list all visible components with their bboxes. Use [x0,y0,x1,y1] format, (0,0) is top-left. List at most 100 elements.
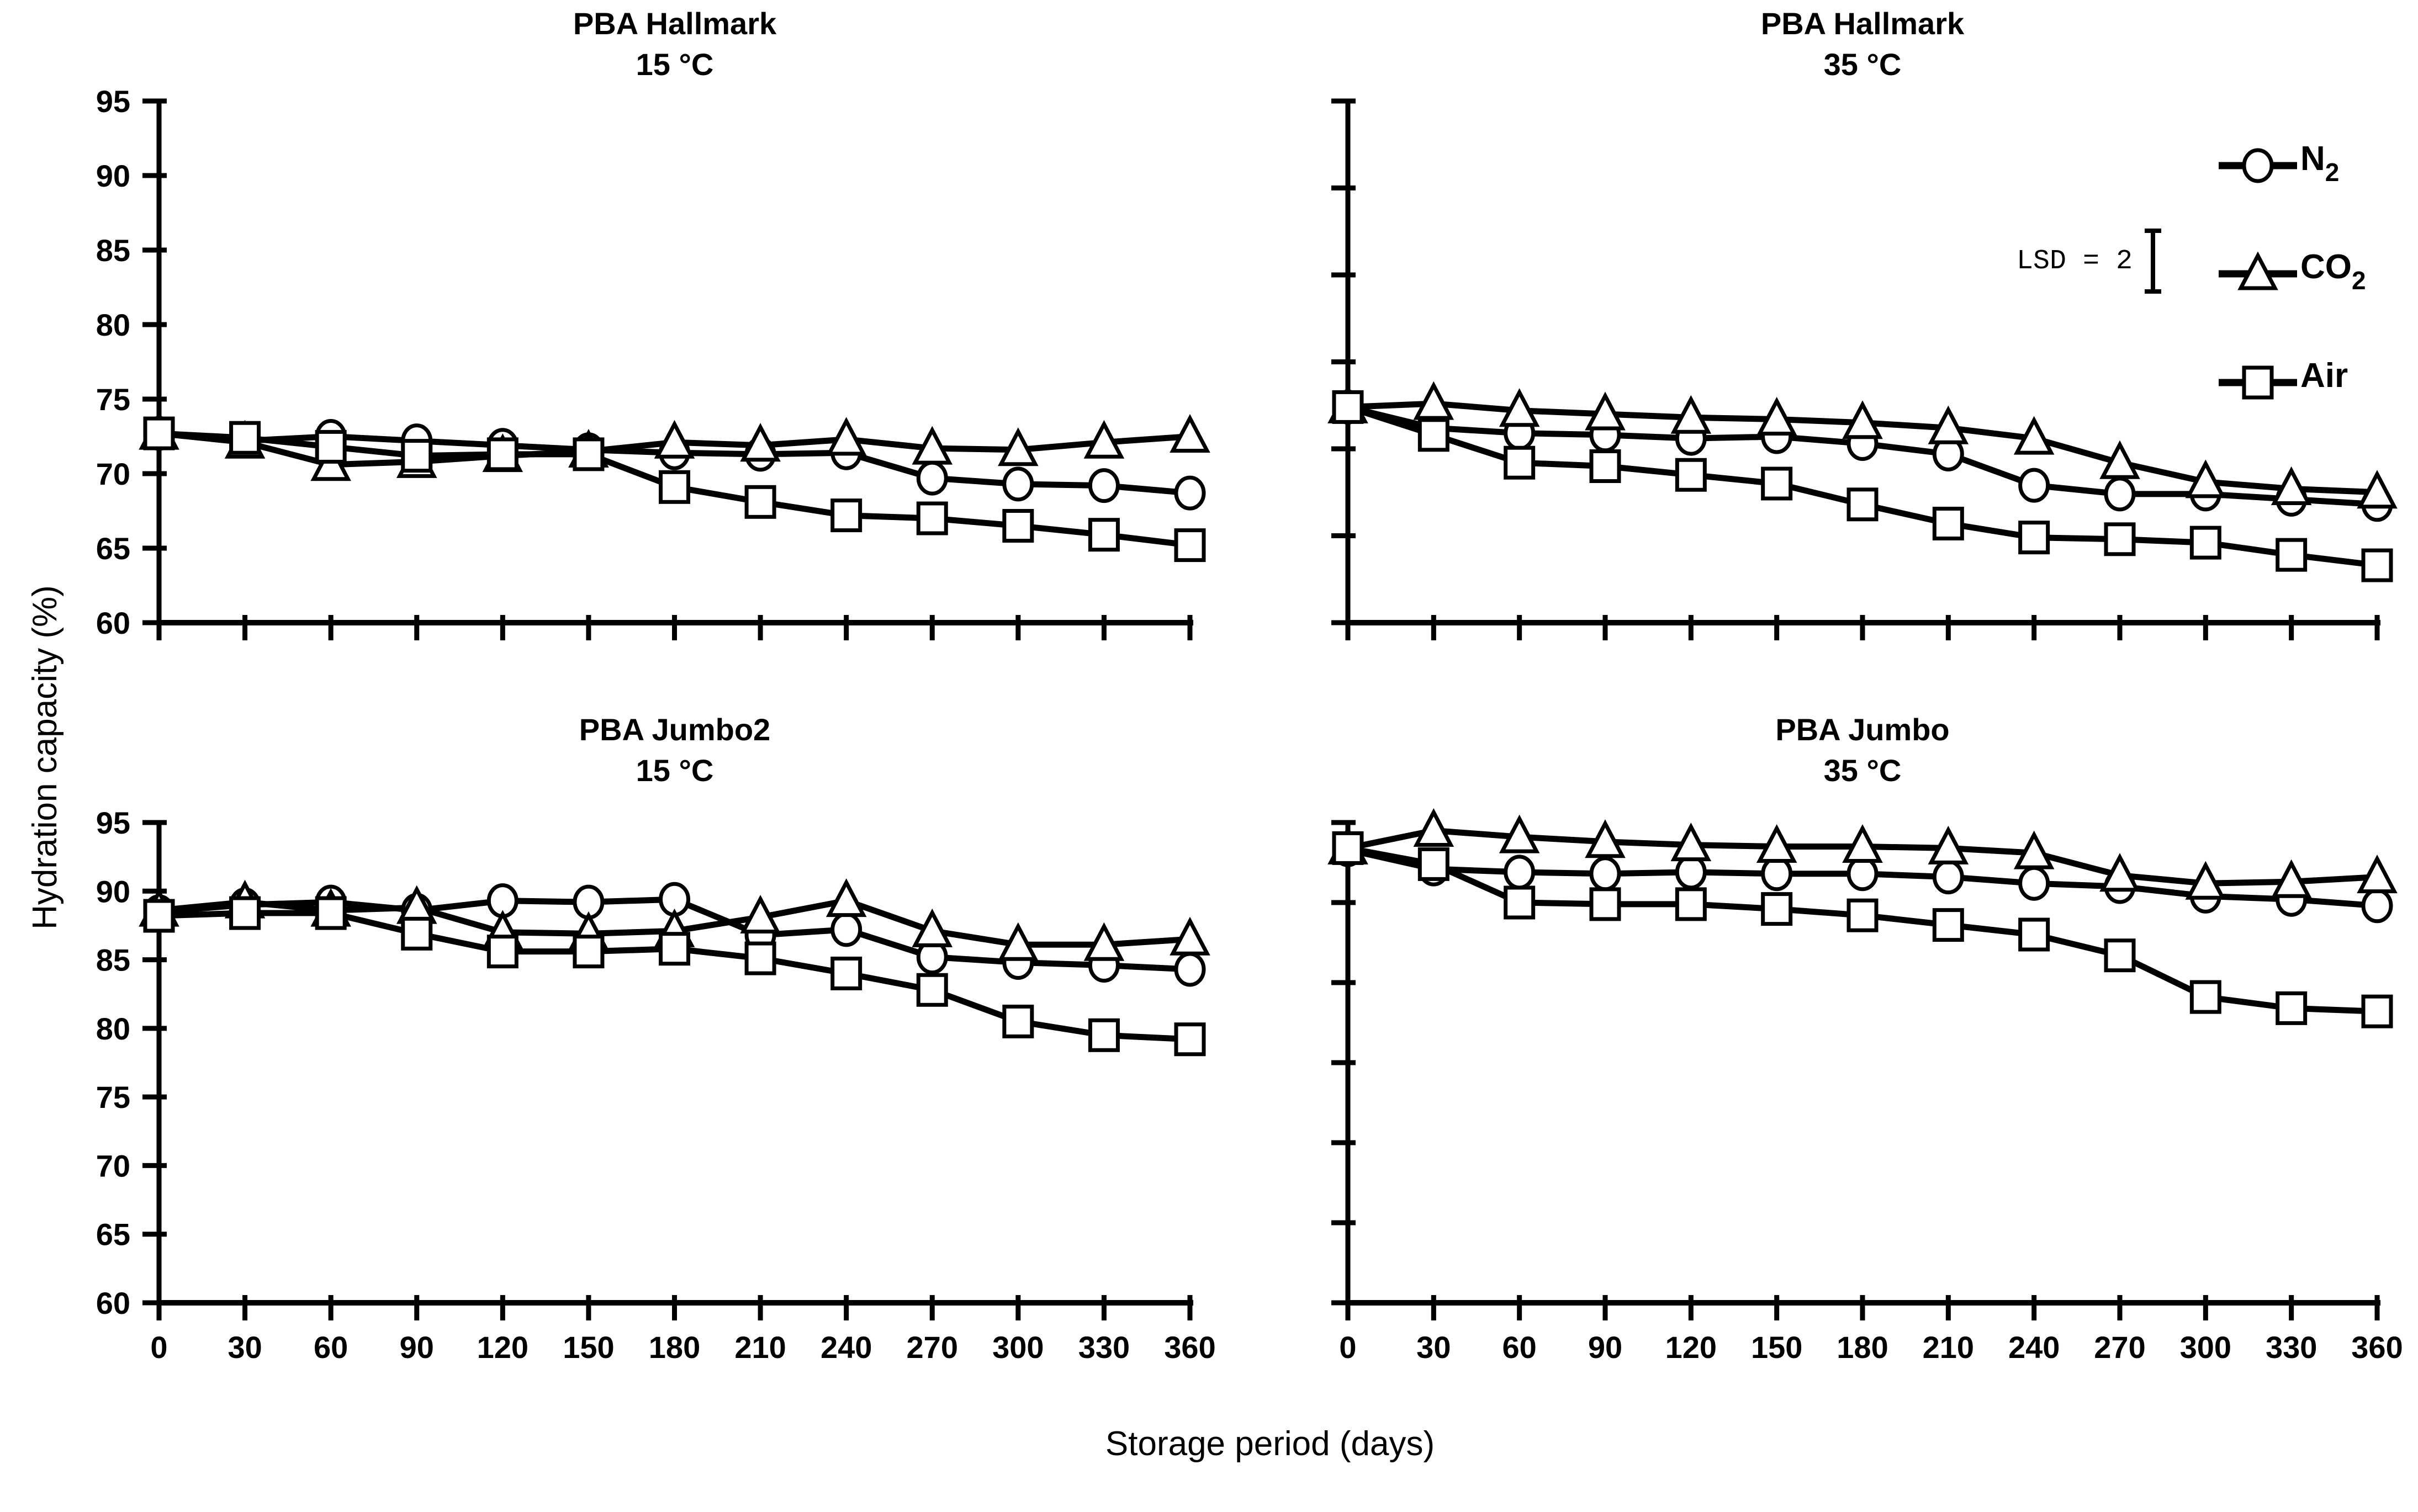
data-point-N2-marker [1675,855,1707,890]
data-point-CO2-marker [1499,814,1540,853]
data-point-Air-marker [659,932,690,966]
y-tick-label: 65 [96,1217,130,1252]
y-tick-label: 70 [96,1148,130,1183]
data-point-N2-marker [1088,468,1120,503]
data-point-CO2-marker [1670,395,1712,434]
data-point-N2-marker [1174,475,1206,511]
data-point-CO2-marker [1756,824,1797,863]
data-point-CO2-marker [1928,405,1969,444]
data-point-Air-marker [401,916,433,951]
data-point-N2-marker [2018,866,2050,901]
data-point-Air-marker [486,437,518,471]
data-point-CO2-marker [2185,861,2226,900]
data-point-Air-marker [659,470,690,504]
data-point-Air-marker [1332,390,1364,424]
data-point-CO2-marker [654,420,695,459]
data-point-Air-marker [1088,518,1120,552]
x-tick-label: 60 [314,1330,348,1365]
data-point-Air-marker [2276,991,2308,1025]
data-point-CO2-marker [740,423,781,462]
panel-bottom-left: 60 65 70 75 80 85 90 95 0 30 60 90 120 150 180 210 240 27… [96,805,1216,1365]
y-tick-label: 60 [96,1286,130,1320]
data-point-CO2-marker [1585,391,1626,431]
data-point-Air-marker [1932,908,1964,942]
data-point-Air-marker [1332,831,1364,865]
data-point-Air-marker [573,437,605,471]
y-tick-label: 95 [96,84,130,119]
legend-label-sub: 2 [2352,266,2366,295]
data-point-CO2-marker [1170,413,1210,453]
data-point-CO2-marker [2271,859,2312,898]
y-tick-label: 75 [96,382,130,417]
data-point-Air-marker [1761,892,1793,926]
x-tick-label: 300 [992,1330,1044,1365]
data-point-CO2-marker [1928,825,1969,864]
x-tick-label: 120 [1665,1330,1717,1365]
data-point-Air-marker [1417,847,1449,881]
panel-title-bottom-left: PBA Jumbo2 15 °C [233,709,1117,791]
data-point-Air-marker [1589,887,1621,921]
data-point-CO2-marker [826,878,867,917]
data-point-Air-marker [143,416,175,450]
data-point-Air-marker [2104,522,2136,556]
y-tick-label: 65 [96,531,130,566]
data-point-N2-marker [1932,860,1964,895]
x-tick-label: 0 [150,1330,167,1365]
x-tick-label: 60 [1502,1330,1537,1365]
y-tick-label: 85 [96,943,130,978]
y-tick-label: 85 [96,233,130,268]
x-tick-label: 150 [1751,1330,1802,1365]
data-point-Air-marker [1846,898,1879,932]
x-tick-label: 240 [2008,1330,2060,1365]
data-point-N2-marker [1002,466,1034,502]
legend-label-base: Air [2300,357,2348,395]
data-point-Air-marker [1846,487,1879,522]
panel-top-right [1327,98,2398,640]
x-tick-label: 330 [2266,1330,2317,1365]
data-point-Air-marker [229,421,261,455]
y-tick-label: 60 [96,606,130,640]
data-point-Air-marker [1504,445,1536,480]
data-point-Air-marker [315,429,347,464]
panel-subtitle-text: 15 °C [636,753,714,788]
data-point-Air-marker [1675,458,1707,492]
data-point-N2-marker [1589,856,1621,892]
data-point-Air-marker [2104,938,2136,973]
x-tick-label: 180 [1837,1330,1888,1365]
data-point-CO2-marker [1670,823,1712,862]
data-point-CO2-marker [998,427,1039,466]
data-point-CO2-marker [1083,420,1125,459]
legend-item-co2: CO2 [2216,247,2366,300]
data-point-CO2-marker [2185,459,2226,498]
data-point-Air-marker [916,501,948,535]
x-tick-label: 210 [734,1330,786,1365]
data-point-Air-marker [744,485,776,519]
data-point-N2-marker [2361,888,2393,924]
data-point-CO2-marker [2357,470,2398,509]
x-tick-label: 150 [563,1330,614,1365]
data-point-CO2-marker [2357,855,2398,894]
y-axis-title: Hydration capacity (%) [26,585,64,930]
data-point-Air-marker [1932,506,1964,540]
data-point-Air-marker [1675,887,1707,921]
x-tick-label: 270 [2094,1330,2145,1365]
data-point-CO2-marker [826,417,867,456]
data-point-CO2-marker [2271,466,2312,505]
data-point-Air-marker [315,896,347,930]
data-point-Air-marker [830,498,863,533]
data-point-Air-marker [1174,1022,1206,1057]
y-tick-label: 80 [96,307,130,342]
data-point-Air-marker [1002,509,1034,543]
data-point-CO2-marker [912,426,953,465]
legend-label: CO2 [2300,250,2366,298]
data-point-CO2-marker [2099,853,2140,892]
data-point-CO2-marker [740,894,781,934]
data-point-CO2-marker [1413,381,1454,420]
data-point-Air-marker [2361,994,2393,1028]
data-point-Air-marker [486,935,518,969]
air-line-marker-icon [2219,365,2297,400]
data-point-N2-marker [830,912,863,947]
legend-item-air: Air [2216,356,2348,409]
data-point-CO2-marker [2013,830,2055,869]
